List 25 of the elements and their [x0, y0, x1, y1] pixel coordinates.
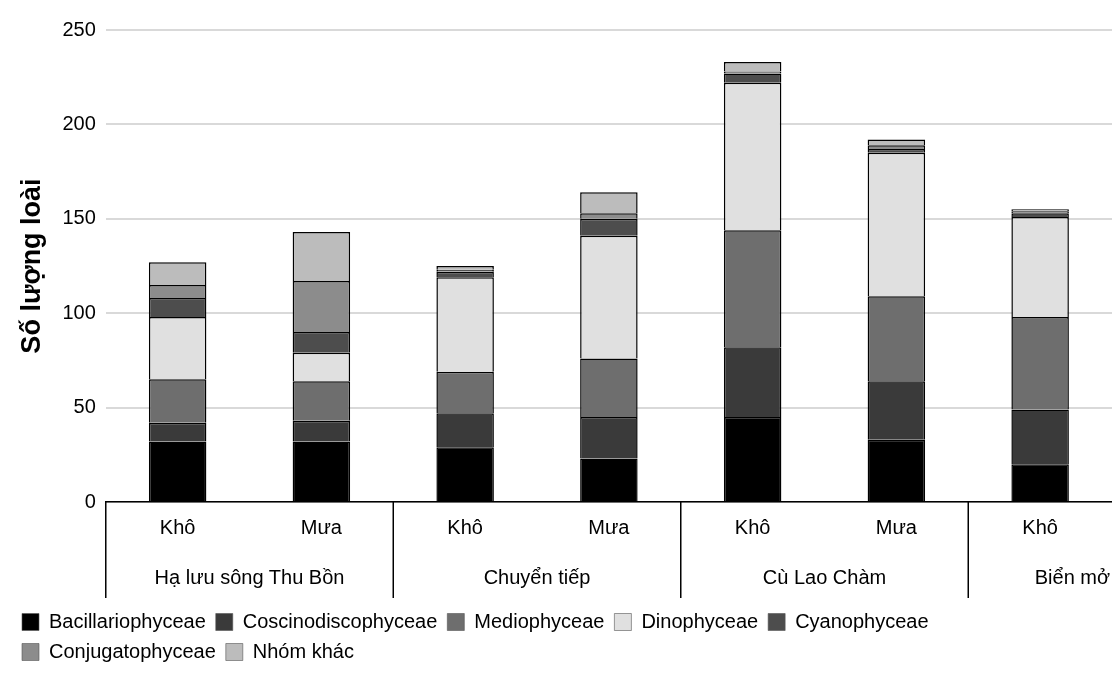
- text: Chuyển tiếp: [483, 565, 591, 588]
- y-tick-label: 50: [73, 395, 96, 418]
- legend-label: Dinophyceae: [641, 609, 759, 632]
- x-tick-label: Mưa: [875, 515, 918, 538]
- x-tick-label: Khô: [1022, 515, 1058, 538]
- y-tick-label: 0: [84, 489, 96, 512]
- x-tick-label: Khô: [734, 515, 771, 538]
- y-tick-label: 150: [62, 206, 96, 229]
- x-tick-label: Mưa: [300, 515, 343, 538]
- legend-label: Conjugatophyceae: [49, 639, 216, 662]
- legend-label: Cyanophyceae: [795, 609, 929, 632]
- text: Cù Lao Chàm: [762, 565, 887, 588]
- text: Biển mở: [1034, 565, 1111, 588]
- y-axis-title: Số lượng loài: [15, 178, 46, 354]
- x-tick-label: Mưa: [588, 515, 631, 538]
- legend-label: Mediophyceae: [474, 609, 605, 632]
- legend-label: Coscinodiscophyceae: [242, 609, 438, 632]
- x-tick-label: Khô: [159, 515, 196, 538]
- legend-label: Bacillariophyceae: [49, 609, 206, 632]
- y-tick-label: 100: [62, 300, 96, 323]
- y-tick-label: 200: [62, 111, 96, 134]
- legend-label: Nhóm khác: [252, 639, 354, 662]
- x-tick-label: Khô: [447, 515, 483, 538]
- y-tick-label: 250: [62, 17, 96, 40]
- text: Hạ lưu sông Thu Bồn: [154, 565, 345, 588]
